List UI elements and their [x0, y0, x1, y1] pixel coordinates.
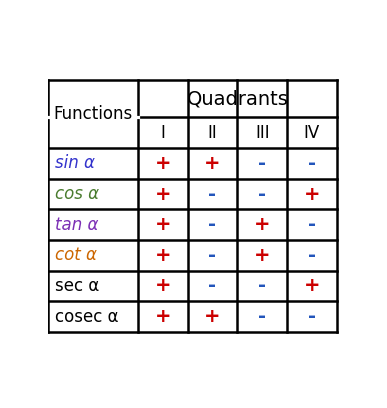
Text: +: + — [254, 246, 271, 265]
Text: -: - — [308, 307, 316, 326]
Text: Quadrants: Quadrants — [187, 89, 288, 109]
Text: -: - — [209, 184, 216, 204]
Text: II: II — [207, 124, 217, 142]
Text: cos α: cos α — [55, 185, 99, 203]
Text: cot α: cot α — [55, 246, 97, 264]
Text: +: + — [204, 154, 221, 173]
Text: -: - — [308, 154, 316, 173]
Text: +: + — [154, 246, 171, 265]
Text: I: I — [160, 124, 165, 142]
Text: -: - — [258, 184, 266, 204]
Text: -: - — [258, 154, 266, 173]
Text: -: - — [209, 246, 216, 265]
Text: +: + — [154, 215, 171, 234]
Text: tan α: tan α — [55, 216, 99, 234]
Text: sec α: sec α — [55, 277, 99, 295]
Text: +: + — [254, 215, 271, 234]
Text: IV: IV — [304, 124, 320, 142]
Text: +: + — [304, 184, 320, 204]
Text: cosec α: cosec α — [55, 308, 119, 326]
Text: -: - — [308, 215, 316, 234]
Text: sin α: sin α — [55, 155, 95, 173]
Text: +: + — [154, 307, 171, 326]
Text: +: + — [154, 277, 171, 295]
Text: III: III — [255, 124, 269, 142]
Text: +: + — [154, 154, 171, 173]
Text: +: + — [204, 307, 221, 326]
Text: +: + — [154, 184, 171, 204]
Text: Functions: Functions — [53, 105, 133, 123]
Text: +: + — [304, 277, 320, 295]
Text: -: - — [209, 277, 216, 295]
Text: -: - — [258, 307, 266, 326]
Text: -: - — [209, 215, 216, 234]
Text: -: - — [308, 246, 316, 265]
Text: -: - — [258, 277, 266, 295]
